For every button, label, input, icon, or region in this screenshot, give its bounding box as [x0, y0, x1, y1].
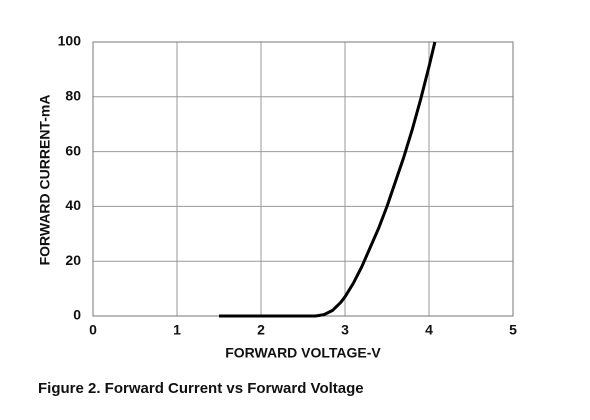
y-tick-label: 80 — [65, 88, 81, 104]
y-tick-label: 20 — [65, 252, 81, 268]
x-tick-label: 3 — [341, 322, 349, 338]
x-tick-label: 2 — [257, 322, 265, 338]
y-tick-label: 100 — [58, 33, 82, 49]
x-tick-label: 5 — [509, 322, 517, 338]
caption: Figure 2. Forward Current vs Forward Vol… — [38, 380, 364, 397]
x-axis-label: FORWARD VOLTAGE-V — [225, 345, 381, 361]
plot-frame — [92, 41, 514, 317]
x-tick-label: 0 — [89, 322, 97, 338]
y-tick-label: 60 — [65, 142, 81, 158]
x-tick-label: 4 — [425, 322, 433, 338]
x-tick-label: 1 — [173, 322, 181, 338]
y-tick-label: 0 — [73, 307, 81, 323]
y-tick-label: 40 — [65, 197, 81, 213]
data-line — [219, 41, 437, 318]
y-axis-label: FORWARD CURRENT-mA — [37, 95, 53, 266]
